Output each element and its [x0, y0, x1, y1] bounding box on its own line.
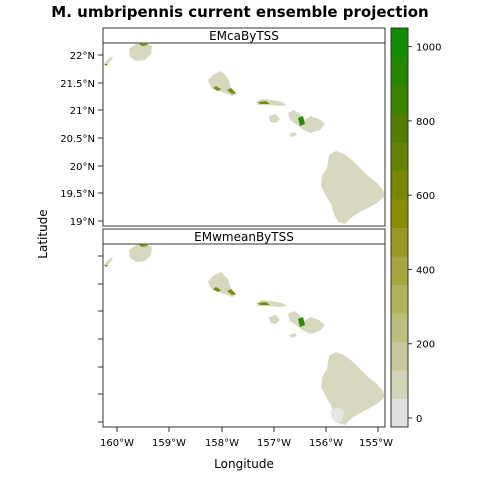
lon-tick-label: 157°W [257, 438, 291, 449]
island-kauai [129, 43, 152, 61]
islands-bottom [104, 244, 385, 425]
lon-tick-label: 158°W [205, 438, 239, 449]
lon-tick-label: 160°W [100, 438, 134, 449]
legend-band [391, 398, 408, 428]
legend-band [391, 28, 408, 57]
legend-tick-label: 800 [416, 117, 435, 128]
lon-tick-label: 155°W [359, 438, 393, 449]
x-axis-label: Longitude [214, 457, 274, 471]
legend-tick-label: 1000 [416, 43, 441, 54]
panel-bottom-label: EMwmeanByTSS [194, 230, 294, 244]
lat-tick-label: 22°N [70, 51, 95, 62]
panel-bottom-frame [102, 243, 386, 428]
legend-ticks: 1000 800 600 400 200 0 [408, 43, 441, 425]
legend-band [391, 256, 408, 285]
island-maui [288, 110, 325, 133]
y-axis-label: Latitude [36, 209, 50, 258]
legend-band [391, 142, 408, 171]
island-lanai [269, 114, 280, 123]
panel-bottom: EMwmeanByTSS [98, 228, 393, 449]
lon-tick-label: 159°W [152, 438, 186, 449]
legend-tick-label: 600 [416, 191, 435, 202]
panel-top: EMcaByTSS [60, 27, 386, 228]
island-kahoolawe [289, 132, 297, 137]
legend-band [391, 284, 408, 314]
legend-band [391, 341, 408, 371]
lat-tick-label: 19.5°N [60, 189, 95, 200]
lat-axis: 22°N 21.5°N 21°N 20.5°N 20°N 19.5°N 19°N [60, 51, 103, 228]
panel-top-frame [102, 42, 386, 227]
lat-tick-label: 21°N [70, 106, 95, 117]
legend-band [391, 85, 408, 114]
panel-top-label: EMcaByTSS [209, 29, 279, 43]
legend-tick-label: 400 [416, 265, 435, 276]
legend-band [391, 313, 408, 342]
lat-tick-label: 20.5°N [60, 134, 95, 145]
legend-band [391, 370, 408, 399]
legend-band [391, 227, 408, 257]
legend-band [391, 199, 408, 228]
lat-tick-label: 19°N [70, 217, 95, 228]
legend-band [391, 113, 408, 143]
legend-frame [390, 27, 409, 428]
lon-axis: 160°W 159°W 158°W 157°W 156°W 155°W [100, 427, 393, 449]
lon-tick-label: 156°W [309, 438, 343, 449]
island-molokai [256, 99, 287, 106]
islands-top [104, 43, 385, 224]
island-niihau [104, 56, 113, 66]
legend-tick-label: 200 [416, 340, 435, 351]
lat-tick-label: 21.5°N [60, 79, 95, 90]
figure-title: M. umbripennis current ensemble projecti… [51, 3, 428, 21]
legend-bands [391, 28, 408, 428]
legend-band [391, 56, 408, 86]
lat-tick-label: 20°N [70, 162, 95, 173]
legend-band [391, 170, 408, 200]
color-legend: 1000 800 600 400 200 0 [390, 27, 441, 428]
legend-tick-label: 0 [416, 414, 422, 425]
island-hawaii [321, 151, 385, 224]
